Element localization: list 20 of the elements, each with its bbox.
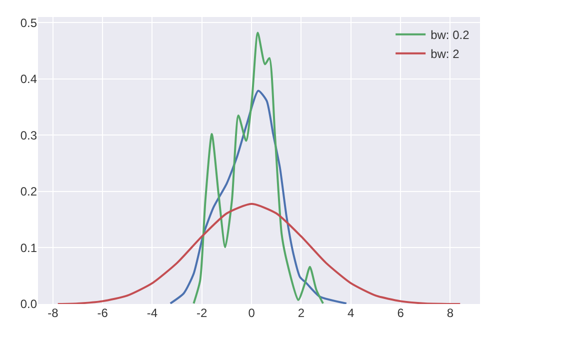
- x-tick-label: -8: [48, 306, 59, 320]
- y-tick-label: 0.3: [20, 128, 38, 142]
- x-tick-label: -6: [97, 306, 108, 320]
- x-tick-label: -2: [196, 306, 208, 320]
- line-series: [56, 202, 462, 304]
- y-tick-label: 0.0: [20, 297, 38, 312]
- y-tick-label: 0.5: [20, 16, 38, 30]
- line-series: [192, 32, 324, 304]
- x-tick-label: -4: [146, 306, 158, 320]
- x-tick-label: 0: [248, 306, 256, 320]
- x-tick-label: 8: [446, 306, 454, 320]
- y-tick-label: 0.2: [20, 184, 38, 199]
- legend-label: bw: 2: [430, 47, 460, 62]
- x-tick-label: 6: [397, 306, 404, 320]
- y-tick-label: 0.1: [20, 240, 38, 255]
- legend-label: bw: 0.2: [430, 28, 470, 42]
- x-tick-label: 4: [348, 306, 355, 320]
- line-series: [169, 90, 348, 304]
- x-tick-label: 2: [298, 306, 305, 320]
- y-tick-label: 0.4: [20, 72, 38, 86]
